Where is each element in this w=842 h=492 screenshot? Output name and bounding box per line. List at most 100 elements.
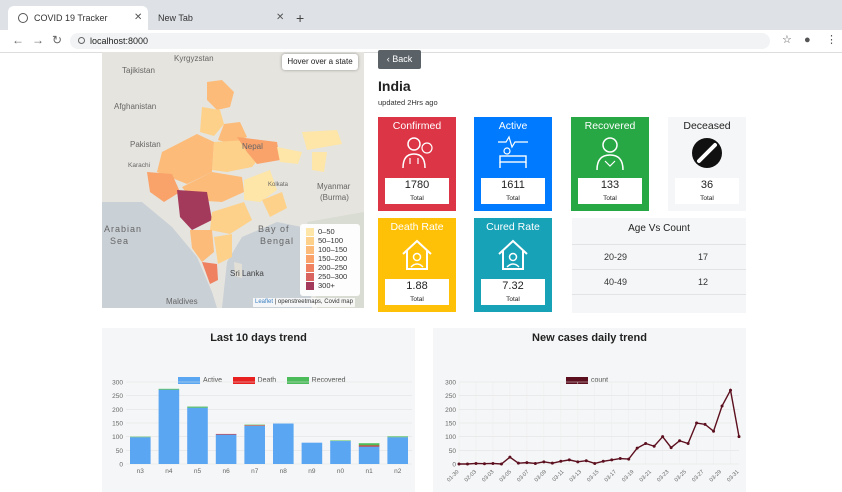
deceased-card: Deceased 36 Total: [668, 117, 746, 211]
data-point: [482, 462, 486, 466]
tab-title: COVID 19 Tracker: [34, 13, 108, 23]
data-point: [669, 446, 673, 450]
data-point: [525, 461, 529, 465]
data-point: [457, 462, 461, 466]
total-label: Total: [410, 195, 424, 202]
x-tick-label: n4: [165, 468, 173, 475]
map-label: Tajikistan: [122, 66, 155, 75]
x-tick-label: 03-17: [604, 469, 618, 483]
bar-active: [158, 389, 180, 464]
data-point: [712, 429, 716, 433]
reload-icon[interactable]: ↻: [52, 33, 63, 47]
age-cell: 20-29: [604, 252, 628, 262]
legend-item[interactable]: count: [566, 376, 608, 384]
x-tick-label: 03-03: [481, 469, 495, 483]
map-label: Karachi: [128, 162, 151, 169]
data-point: [610, 458, 614, 462]
data-point: [720, 404, 724, 408]
data-point: [559, 459, 563, 463]
data-point: [508, 455, 512, 459]
x-tick-label: 03-27: [691, 469, 705, 483]
data-point: [516, 461, 520, 465]
close-icon[interactable]: ✕: [276, 12, 285, 23]
bar-recovered: [158, 388, 180, 390]
back-arrow-icon[interactable]: ←: [12, 33, 24, 47]
bar-recovered: [187, 406, 208, 408]
x-tick-label: 01-30: [446, 469, 460, 483]
map-label: Maldives: [166, 297, 198, 306]
data-point: [576, 460, 580, 464]
tab-covid-tracker[interactable]: COVID 19 Tracker ✕: [8, 6, 148, 30]
data-point: [678, 439, 682, 443]
total-label: Total: [506, 195, 520, 202]
cured-rate-card: Cured Rate 7.32 Total: [474, 218, 552, 312]
y-tick-label: 50: [449, 448, 457, 455]
star-icon[interactable]: ☆: [782, 34, 792, 46]
bar-death: [358, 445, 380, 447]
map-label: Nepal: [242, 142, 263, 151]
data-point: [491, 461, 495, 465]
prohibited-icon: [692, 138, 722, 168]
x-tick-label: 02-03: [464, 469, 478, 483]
map-label: Kolkata: [268, 182, 289, 188]
leaflet-link[interactable]: Leaflet: [255, 299, 274, 305]
data-point: [652, 444, 656, 448]
x-tick-label: 03-07: [516, 469, 530, 483]
map-canvas: [102, 52, 364, 308]
x-tick-label: 03-29: [709, 469, 723, 483]
data-point: [661, 435, 665, 439]
new-tab-button[interactable]: +: [296, 10, 305, 26]
legend-label: 150–200: [318, 254, 348, 263]
y-tick-label: 300: [445, 380, 456, 387]
table-title: Age Vs Count: [628, 223, 690, 234]
legend-row: 200–250: [306, 263, 347, 273]
bar-active: [187, 407, 208, 464]
x-tick-label: n2: [394, 468, 402, 475]
url-field[interactable]: localhost:8000: [70, 33, 770, 49]
map-label: Arabian: [104, 224, 143, 234]
card-title: Deceased: [683, 120, 731, 132]
cured-rate-value: 7.32: [502, 280, 524, 292]
legend-swatch: [178, 376, 200, 384]
doctor-icon: [402, 137, 433, 169]
legend-row: 300+: [306, 281, 335, 291]
legend-row: 150–200: [306, 254, 348, 264]
bar-recovered: [358, 443, 380, 446]
line-legend: count: [566, 369, 608, 387]
page-title: India: [378, 78, 411, 94]
map-attribution: Leaflet | openstreetmaps, Covid map: [253, 298, 355, 307]
y-tick-label: 300: [112, 380, 123, 387]
x-tick-label: 03-23: [656, 469, 670, 483]
card-title: Confirmed: [392, 120, 442, 132]
legend-item[interactable]: Death: [232, 376, 276, 384]
x-tick-label: n8: [280, 468, 288, 475]
legend-item[interactable]: Recovered: [286, 376, 346, 384]
x-tick-label: n3: [137, 468, 145, 475]
recovered-count: 133: [600, 179, 620, 191]
card-value-box: 36 Total: [675, 178, 739, 204]
confirmed-card: Confirmed 1780 Total: [378, 117, 456, 211]
x-tick-label: 03-15: [586, 469, 600, 483]
india-state-map[interactable]: Kyrgyzstan Tajikistan Afghanistan Pakist…: [102, 52, 364, 308]
y-tick-label: 250: [112, 393, 123, 400]
x-tick-label: n6: [222, 468, 230, 475]
x-tick-label: n7: [251, 468, 259, 475]
map-label: (Burma): [320, 193, 349, 202]
bar-recovered: [387, 436, 408, 438]
x-tick-label: n5: [194, 468, 202, 475]
legend-label: 250–300: [318, 272, 348, 281]
card-value-box: 1780 Total: [385, 178, 449, 204]
deceased-count: 36: [700, 179, 714, 191]
back-button[interactable]: ‹ Back: [378, 50, 421, 69]
close-icon[interactable]: ✕: [134, 12, 143, 23]
tab-new-tab[interactable]: New Tab ✕: [150, 6, 290, 30]
account-icon[interactable]: ●: [804, 34, 811, 46]
legend-item[interactable]: Active: [178, 376, 223, 384]
menu-icon[interactable]: ⋮: [826, 34, 837, 46]
forward-arrow-icon[interactable]: →: [32, 33, 44, 47]
legend-label: Active: [203, 377, 223, 384]
map-label: Myanmar: [317, 182, 351, 191]
bar-legend: Active Death Recovered: [178, 369, 346, 387]
y-tick-label: 200: [445, 407, 456, 414]
x-tick-label: 03-25: [674, 469, 688, 483]
